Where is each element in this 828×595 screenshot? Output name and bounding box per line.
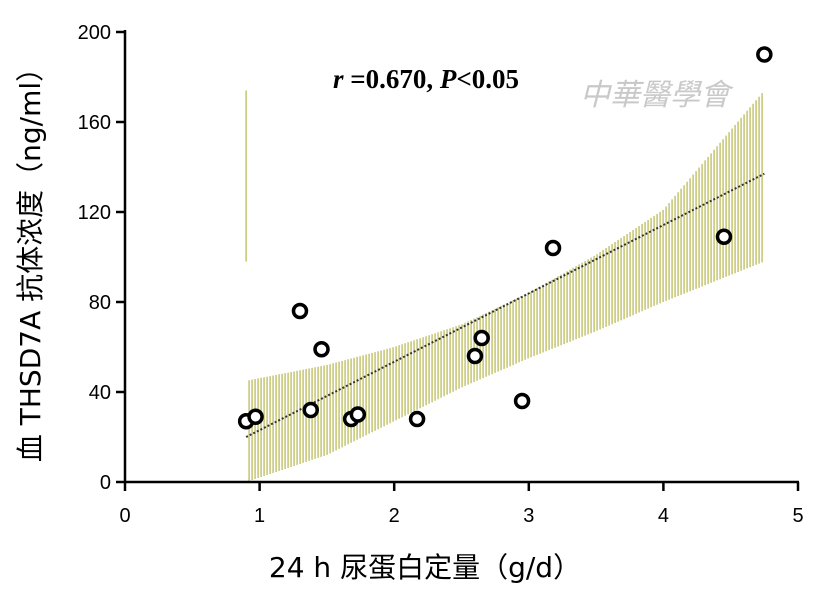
y-tick-label: 120 <box>78 202 111 224</box>
annotation-value: =0.670, <box>344 64 440 94</box>
data-point <box>756 46 773 63</box>
x-tick-label: 1 <box>254 505 265 527</box>
tick-labels: 0 1 2 3 4 5 0 40 80 120 160 200 <box>78 22 804 527</box>
axes <box>116 30 800 491</box>
y-tick-label: 0 <box>100 472 111 494</box>
data-points <box>237 46 773 430</box>
confidence-band-hatch <box>245 90 763 481</box>
data-point <box>313 341 330 358</box>
y-tick-label: 80 <box>89 292 111 314</box>
correlation-annotation: r =0.670, P<0.05 <box>333 64 519 94</box>
data-point <box>349 406 367 423</box>
annotation-p-value: <0.05 <box>456 64 519 94</box>
data-point <box>247 408 264 425</box>
x-tick-label: 3 <box>523 505 534 527</box>
fit-line-group <box>245 172 765 438</box>
annotation-r: r <box>333 64 344 94</box>
annotation-p: P <box>439 64 457 94</box>
y-tick-label: 40 <box>89 382 111 404</box>
x-tick-label: 2 <box>389 505 400 527</box>
data-point <box>715 228 733 245</box>
regression-line <box>245 172 765 438</box>
data-point <box>544 239 562 257</box>
data-point <box>408 410 426 428</box>
data-point <box>513 392 531 410</box>
data-point <box>291 302 309 320</box>
x-tick-label: 0 <box>119 505 130 527</box>
confidence-band <box>245 90 763 481</box>
data-point <box>473 329 490 347</box>
data-point <box>302 401 319 419</box>
y-tick-label: 160 <box>78 112 111 134</box>
y-tick-label: 200 <box>78 22 111 44</box>
x-axis-title: 24 h 尿蛋白定量（g/d） <box>269 551 581 584</box>
data-point <box>466 347 484 365</box>
watermark: 中華醫學會 <box>580 78 734 113</box>
x-tick-label: 5 <box>792 505 803 527</box>
x-tick-label: 4 <box>658 505 669 527</box>
y-axis-title: 血 THSD7A 抗体浓度（ng/ml） <box>14 54 47 462</box>
